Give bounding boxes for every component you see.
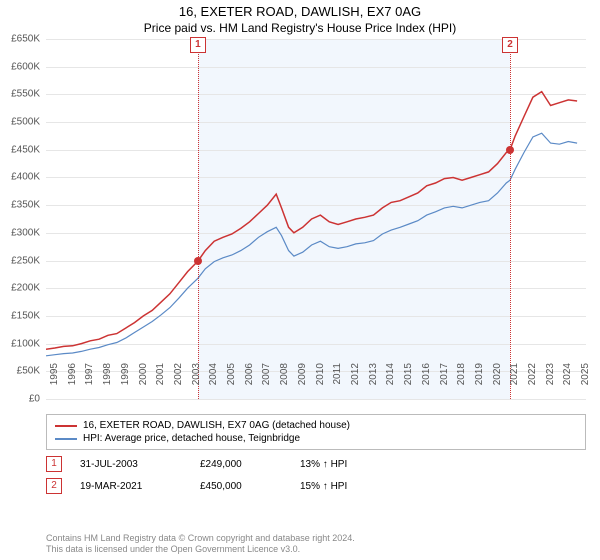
x-axis-label: 2010 [315, 363, 326, 403]
x-axis-label: 2007 [261, 363, 272, 403]
plot-area: 12 [46, 39, 586, 399]
marker-badge: 2 [502, 37, 518, 53]
x-axis-label: 2018 [456, 363, 467, 403]
footer-line-1: Contains HM Land Registry data © Crown c… [46, 533, 355, 545]
y-axis-label: £400K [0, 172, 40, 183]
x-axis-label: 1997 [84, 363, 95, 403]
marker-line [510, 39, 511, 399]
legend-label: 16, EXETER ROAD, DAWLISH, EX7 0AG (detac… [83, 420, 350, 431]
marker-dot [506, 146, 514, 154]
legend-swatch [55, 438, 77, 440]
marker-dot [194, 257, 202, 265]
footer-line-2: This data is licensed under the Open Gov… [46, 544, 355, 556]
x-axis-label: 2021 [509, 363, 520, 403]
legend-row: 16, EXETER ROAD, DAWLISH, EX7 0AG (detac… [55, 419, 577, 432]
transaction-price: £450,000 [200, 481, 300, 492]
legend-swatch [55, 425, 77, 427]
y-axis-label: £50K [0, 366, 40, 377]
x-axis-label: 2002 [173, 363, 184, 403]
x-axis-label: 2017 [439, 363, 450, 403]
x-axis-label: 2024 [562, 363, 573, 403]
chart-lines [46, 39, 586, 399]
x-axis-label: 2009 [297, 363, 308, 403]
y-axis-label: £300K [0, 227, 40, 238]
x-axis-label: 2016 [421, 363, 432, 403]
x-axis-label: 2005 [226, 363, 237, 403]
x-axis-label: 2022 [527, 363, 538, 403]
transaction-badge: 2 [46, 478, 62, 494]
y-axis-label: £600K [0, 61, 40, 72]
legend-label: HPI: Average price, detached house, Teig… [83, 433, 300, 444]
y-axis-label: £550K [0, 89, 40, 100]
x-axis-label: 2008 [279, 363, 290, 403]
transaction-row: 1 31-JUL-2003£249,00013% ↑ HPI [46, 456, 586, 472]
y-axis-label: £0 [0, 394, 40, 405]
x-axis-label: 2011 [332, 363, 343, 403]
page-title: 16, EXETER ROAD, DAWLISH, EX7 0AG [0, 0, 600, 19]
x-axis-label: 2000 [138, 363, 149, 403]
marker-line [198, 39, 199, 399]
x-axis-label: 2019 [474, 363, 485, 403]
y-axis-label: £450K [0, 144, 40, 155]
x-axis-label: 2014 [385, 363, 396, 403]
transaction-date: 31-JUL-2003 [80, 459, 200, 470]
transaction-badge: 1 [46, 456, 62, 472]
x-axis-label: 2012 [350, 363, 361, 403]
x-axis-label: 1996 [67, 363, 78, 403]
x-axis-label: 2006 [244, 363, 255, 403]
y-axis-label: £150K [0, 310, 40, 321]
x-axis-label: 2023 [545, 363, 556, 403]
x-axis-label: 2003 [191, 363, 202, 403]
legend-row: HPI: Average price, detached house, Teig… [55, 432, 577, 445]
series-line [46, 133, 577, 356]
x-axis-label: 1998 [102, 363, 113, 403]
y-axis-label: £350K [0, 200, 40, 211]
footer-text: Contains HM Land Registry data © Crown c… [46, 533, 355, 556]
x-axis-label: 2013 [368, 363, 379, 403]
x-axis-label: 2004 [208, 363, 219, 403]
page-subtitle: Price paid vs. HM Land Registry's House … [0, 19, 600, 37]
transaction-hpi: 15% ↑ HPI [300, 481, 420, 492]
transaction-price: £249,000 [200, 459, 300, 470]
series-line [46, 92, 577, 350]
y-axis-label: £650K [0, 34, 40, 45]
chart-legend: 16, EXETER ROAD, DAWLISH, EX7 0AG (detac… [46, 414, 586, 494]
transaction-date: 19-MAR-2021 [80, 481, 200, 492]
x-axis-label: 1995 [49, 363, 60, 403]
transaction-hpi: 13% ↑ HPI [300, 459, 420, 470]
x-axis-label: 2015 [403, 363, 414, 403]
y-axis-label: £250K [0, 255, 40, 266]
x-axis-label: 2001 [155, 363, 166, 403]
y-axis-label: £500K [0, 117, 40, 128]
x-axis-label: 2025 [580, 363, 591, 403]
price-chart: 12 £0£50K£100K£150K£200K£250K£300K£350K£… [46, 39, 586, 399]
y-axis-label: £100K [0, 338, 40, 349]
x-axis-label: 2020 [492, 363, 503, 403]
marker-badge: 1 [190, 37, 206, 53]
x-axis-label: 1999 [120, 363, 131, 403]
y-axis-label: £200K [0, 283, 40, 294]
transaction-row: 2 19-MAR-2021£450,00015% ↑ HPI [46, 478, 586, 494]
